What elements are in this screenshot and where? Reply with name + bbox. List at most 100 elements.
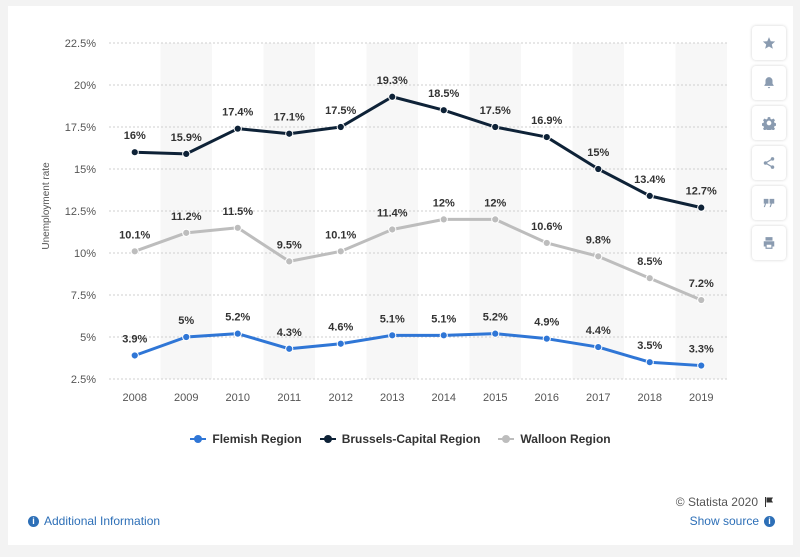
x-axis-ticks: 2008 2009 2010 2011 2012 2013 2014 2015 2016 2017…: [123, 392, 714, 404]
y-axis-ticks: 2.5% 5% 7.5% 10% 12.5% 15% 17.5% 20% 22.5%: [65, 38, 96, 386]
x-tick-label: 2015: [483, 392, 507, 404]
data-label: 9.8%: [586, 234, 611, 246]
info-icon: i: [28, 515, 39, 527]
data-label: 4.3%: [277, 327, 302, 339]
print-icon: [763, 237, 775, 249]
data-point: [130, 247, 139, 256]
copyright: © Statista 2020: [676, 495, 775, 509]
toolbar: [752, 26, 788, 260]
data-label: 5.2%: [225, 312, 250, 324]
data-point: [645, 191, 654, 200]
additional-information-label: Additional Information: [44, 514, 161, 528]
data-point: [542, 132, 551, 142]
additional-information-link[interactable]: i Additional Information: [28, 514, 160, 528]
data-label: 13.4%: [634, 174, 665, 186]
data-label: 11.5%: [222, 206, 253, 218]
y-tick-label: 12.5%: [65, 206, 96, 218]
data-point: [594, 342, 603, 352]
y-tick-label: 10%: [74, 248, 96, 260]
data-label: 10.1%: [325, 229, 356, 241]
data-point: [130, 148, 139, 157]
data-label: 12%: [484, 197, 506, 209]
data-label: 11.2%: [171, 211, 202, 223]
data-label: 5%: [178, 315, 194, 327]
series-lines: [130, 92, 706, 370]
x-tick-label: 2013: [380, 392, 404, 404]
copyright-text: © Statista 2020: [675, 495, 758, 509]
data-label: 5.1%: [431, 313, 456, 325]
notification-button[interactable]: [752, 66, 786, 100]
cite-button[interactable]: [752, 186, 786, 220]
line-chart: 2.5%5%7.5%10%12.5%15%17.5%20%22.5% 2008 2…: [41, 38, 727, 404]
series-line: [134, 217, 702, 302]
data-label: 3.9%: [122, 333, 147, 345]
data-point: [542, 238, 551, 248]
data-point: [697, 361, 706, 370]
data-point: [388, 331, 397, 340]
data-point: [697, 203, 706, 212]
data-point: [645, 358, 654, 367]
y-tick-label: 5%: [80, 332, 96, 344]
data-point: [491, 329, 500, 338]
data-label: 16.9%: [531, 115, 562, 127]
data-point: [336, 247, 345, 256]
share-button[interactable]: [752, 146, 786, 180]
data-label: 12%: [433, 197, 455, 209]
legend-label: Flemish Region: [212, 432, 302, 446]
data-point: [285, 129, 294, 138]
bell-icon: [764, 77, 774, 89]
data-label: 15.9%: [171, 132, 202, 144]
print-button[interactable]: [752, 226, 786, 260]
data-label: 5.2%: [483, 312, 508, 324]
data-label: 4.6%: [328, 322, 353, 334]
data-point: [697, 295, 706, 305]
legend-item[interactable]: Flemish Region: [190, 432, 302, 446]
data-labels: 3.9% 5% 5.2% 4.3% 4.6% 5.1% 5.1% 5.2% 4.9% 4.4% 3.…: [119, 75, 717, 356]
data-point: [182, 228, 191, 237]
data-label: 17.4%: [222, 107, 253, 119]
data-point: [182, 149, 191, 158]
data-label: 18.5%: [428, 88, 459, 100]
data-label: 4.4%: [586, 325, 611, 337]
data-label: 17.1%: [274, 112, 305, 124]
y-axis-label: Unemployment rate: [41, 162, 52, 250]
data-point: [594, 164, 603, 174]
x-tick-label: 2014: [432, 392, 456, 404]
data-point: [285, 344, 294, 353]
data-label: 17.5%: [325, 105, 356, 117]
y-tick-label: 20%: [74, 80, 96, 92]
data-point: [388, 92, 397, 101]
info-icon: i: [764, 515, 775, 527]
data-label: 3.3%: [689, 344, 714, 356]
series-line: [134, 332, 702, 368]
legend: Flemish Region Brussels-Capital Region Wal…: [8, 432, 793, 446]
share-icon: [763, 157, 775, 169]
chart-card: 2.5% 5% 7.5% 10% 12.5% 15% 17.5% 20% 22.5% 2008 2…: [8, 6, 793, 545]
data-point: [285, 257, 294, 266]
data-point: [130, 351, 139, 360]
data-label: 10.6%: [531, 221, 562, 233]
legend-label: Brussels-Capital Region: [341, 432, 481, 446]
legend-item[interactable]: Brussels-Capital Region: [319, 432, 481, 446]
settings-button[interactable]: [752, 106, 786, 140]
legend-item[interactable]: Walloon Region: [498, 432, 611, 446]
data-label: 16%: [124, 130, 146, 142]
legend-swatch: [319, 434, 336, 444]
data-point: [233, 329, 242, 338]
x-tick-label: 2019: [689, 392, 713, 404]
x-tick-label: 2010: [226, 392, 250, 404]
data-point: [491, 122, 500, 132]
data-point: [594, 252, 603, 261]
data-point: [182, 332, 191, 342]
legend-label: Walloon Region: [520, 432, 611, 446]
favorite-button[interactable]: [752, 26, 786, 60]
data-point: [388, 225, 397, 234]
data-label: 4.9%: [534, 317, 559, 329]
x-tick-label: 2017: [586, 392, 610, 404]
data-point: [233, 223, 242, 232]
data-label: 5.1%: [380, 313, 405, 325]
data-point: [336, 339, 345, 348]
show-source-link[interactable]: Show source i: [690, 514, 775, 528]
data-label: 15%: [587, 147, 609, 159]
x-tick-label: 2011: [277, 392, 301, 404]
